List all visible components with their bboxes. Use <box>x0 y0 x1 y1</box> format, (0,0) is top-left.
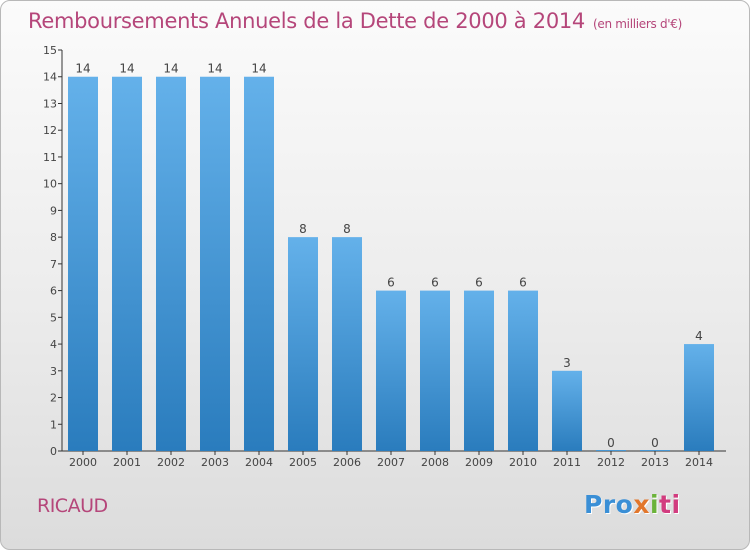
bar[interactable] <box>552 370 582 451</box>
proxiti-logo[interactable]: Proxiti <box>584 490 681 519</box>
y-tick-label: 14 <box>43 71 57 84</box>
bar-value-label: 14 <box>163 62 178 76</box>
x-tick-label: 2004 <box>245 456 273 469</box>
y-tick-label: 6 <box>50 285 57 298</box>
chart-subtitle: (en milliers d'€) <box>593 17 683 31</box>
y-tick-label: 11 <box>43 151 57 164</box>
bar-value-label: 14 <box>75 62 90 76</box>
bar[interactable] <box>596 450 626 451</box>
bar[interactable] <box>200 76 230 451</box>
bar[interactable] <box>420 290 450 451</box>
bar-value-label: 8 <box>299 222 307 236</box>
bar[interactable] <box>68 76 98 451</box>
y-tick-label: 1 <box>50 418 57 431</box>
x-tick-label: 2012 <box>597 456 625 469</box>
y-tick-label: 0 <box>50 445 57 458</box>
y-tick-label: 4 <box>50 338 57 351</box>
y-tick-label: 7 <box>50 258 57 271</box>
bar[interactable] <box>640 450 670 451</box>
bar-value-label: 6 <box>387 276 395 290</box>
x-tick-label: 2005 <box>289 456 317 469</box>
x-tick-label: 2010 <box>509 456 537 469</box>
x-tick-label: 2006 <box>333 456 361 469</box>
logo-part-1: Pro <box>584 490 634 519</box>
y-tick-label: 15 <box>43 44 57 57</box>
x-tick-label: 2001 <box>113 456 141 469</box>
bar-value-label: 3 <box>563 356 571 370</box>
commune-name: RICAUD <box>37 495 108 517</box>
bar-value-label: 4 <box>695 329 703 343</box>
bar[interactable] <box>156 76 186 451</box>
logo-part-2: x <box>633 490 650 519</box>
bar[interactable] <box>244 76 274 451</box>
bar-value-label: 14 <box>207 62 222 76</box>
bar[interactable] <box>684 344 714 451</box>
y-tick-label: 3 <box>50 365 57 378</box>
bar-value-label: 6 <box>519 276 527 290</box>
y-tick-label: 12 <box>43 124 57 137</box>
y-tick-label: 10 <box>43 178 57 191</box>
bar-value-label: 14 <box>251 62 266 76</box>
bar-value-label: 6 <box>475 276 483 290</box>
x-tick-label: 2013 <box>641 456 669 469</box>
x-tick-label: 2011 <box>553 456 581 469</box>
bar-value-label: 14 <box>119 62 134 76</box>
chart-title-text: Remboursements Annuels de la Dette de 20… <box>28 9 585 33</box>
chart-title: Remboursements Annuels de la Dette de 20… <box>28 9 682 33</box>
y-tick-label: 13 <box>43 97 57 110</box>
bar-value-label: 6 <box>431 276 439 290</box>
x-axis: 2000 2001 2002 2003 2004 2005 2006 2007 2008 2009… <box>62 450 726 469</box>
x-tick-label: 2008 <box>421 456 449 469</box>
data-labels: 14 14 14 14 14 8 8 6 6 6 6 3 0 0 4 <box>75 62 702 450</box>
bar-value-label: 0 <box>651 436 659 450</box>
y-tick-label: 5 <box>50 311 57 324</box>
bar[interactable] <box>376 290 406 451</box>
bar-value-label: 0 <box>607 436 615 450</box>
x-tick-label: 2007 <box>377 456 405 469</box>
bar[interactable] <box>288 237 318 451</box>
y-tick-label: 8 <box>50 231 57 244</box>
x-tick-label: 2002 <box>157 456 185 469</box>
bar-value-label: 8 <box>343 222 351 236</box>
bars <box>68 76 714 451</box>
logo-part-3: i <box>649 490 660 519</box>
y-tick-label: 9 <box>50 204 57 217</box>
y-tick-label: 2 <box>50 392 57 405</box>
x-tick-label: 2000 <box>69 456 97 469</box>
bar[interactable] <box>464 290 494 451</box>
bar[interactable] <box>112 76 142 451</box>
bar[interactable] <box>332 237 362 451</box>
bar[interactable] <box>508 290 538 451</box>
x-tick-label: 2003 <box>201 456 229 469</box>
x-tick-label: 2014 <box>685 456 713 469</box>
logo-part-4: ti <box>659 490 681 519</box>
x-tick-label: 2009 <box>465 456 493 469</box>
